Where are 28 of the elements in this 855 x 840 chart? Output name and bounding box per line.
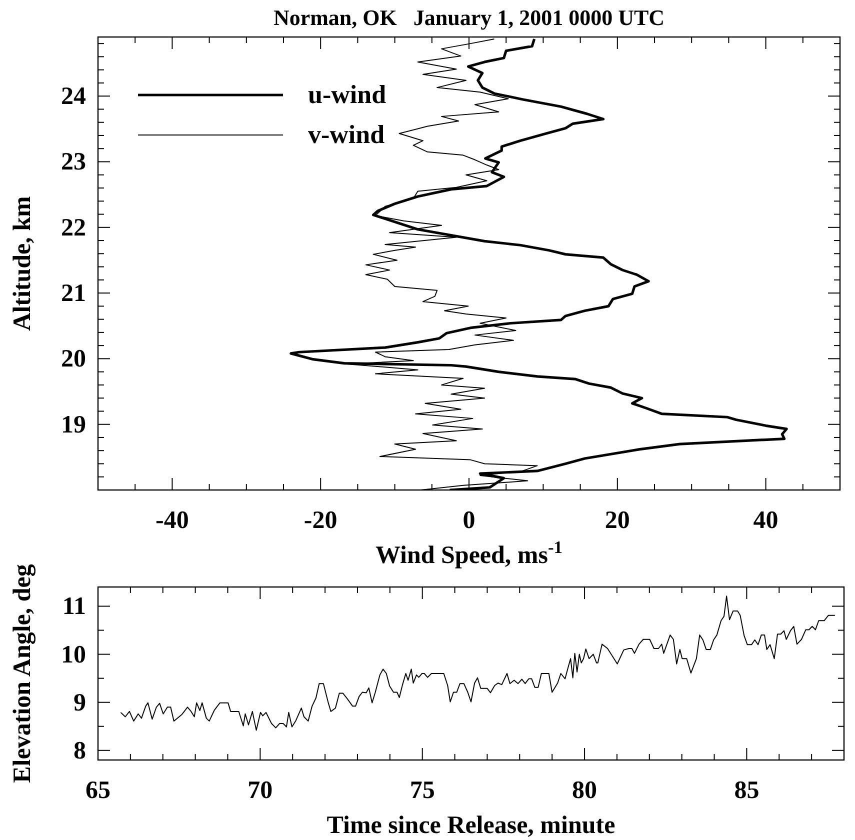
x-tick-label: -40 bbox=[156, 507, 189, 534]
x-tick-label: -20 bbox=[304, 507, 338, 534]
y-tick-label: 22 bbox=[61, 214, 86, 242]
x-tick-label: 85 bbox=[734, 777, 760, 804]
y-tick-label: 19 bbox=[61, 411, 86, 438]
y-tick-label: 21 bbox=[61, 280, 86, 308]
x-tick-label: 80 bbox=[572, 777, 598, 804]
y-tick-label: 10 bbox=[61, 641, 86, 668]
y-tick-label: 9 bbox=[74, 689, 86, 716]
x-tick-label: 0 bbox=[462, 507, 476, 534]
x-tick-label: 40 bbox=[753, 507, 778, 534]
legend-label: u-wind bbox=[308, 80, 387, 109]
y-tick-label: 23 bbox=[61, 148, 86, 176]
line-series bbox=[120, 596, 836, 731]
y-tick-label: 24 bbox=[61, 83, 86, 110]
x-tick-label: 70 bbox=[248, 777, 273, 804]
x-tick-label: 20 bbox=[604, 507, 630, 534]
y-tick-label: 20 bbox=[61, 346, 86, 373]
y-tick-label: 11 bbox=[62, 593, 86, 620]
x-tick-label: 75 bbox=[410, 777, 435, 804]
x-axis-title: Time since Release, minute bbox=[326, 812, 616, 839]
x-axis-title: Wind Speed, ms$^{-1}$ bbox=[375, 537, 563, 569]
y-axis-title: Elevation Angle, deg bbox=[9, 564, 36, 783]
chart-title: Norman, OK January 1, 2001 0000 UTC bbox=[273, 5, 665, 30]
x-tick-label: 65 bbox=[86, 777, 110, 804]
y-axis-title: Altitude, km bbox=[9, 196, 36, 331]
series-label: v-wind bbox=[308, 120, 386, 149]
y-tick-label: 8 bbox=[74, 737, 86, 764]
